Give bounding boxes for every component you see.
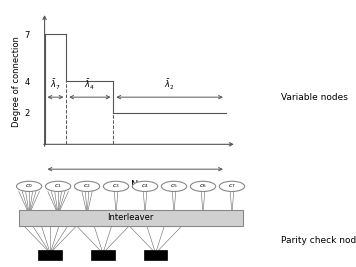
Text: $\bar{\lambda}_4$: $\bar{\lambda}_4$: [84, 77, 95, 92]
Text: N: N: [131, 180, 139, 190]
Bar: [19, 210, 242, 226]
Circle shape: [46, 181, 71, 191]
Text: $c_{3}$: $c_{3}$: [112, 182, 120, 190]
Text: $c_{1}$: $c_{1}$: [54, 182, 62, 190]
Circle shape: [219, 181, 245, 191]
Bar: [144, 250, 167, 260]
Text: $c_{5}$: $c_{5}$: [170, 182, 178, 190]
Y-axis label: Degree of connection: Degree of connection: [12, 36, 21, 127]
Circle shape: [16, 181, 42, 191]
Circle shape: [132, 181, 158, 191]
Text: $\bar{\lambda}_2$: $\bar{\lambda}_2$: [164, 77, 175, 92]
Circle shape: [190, 181, 216, 191]
Circle shape: [74, 181, 100, 191]
Text: Variable nodes: Variable nodes: [281, 93, 348, 102]
Text: $c_{0}$: $c_{0}$: [25, 182, 33, 190]
Text: $c_{6}$: $c_{6}$: [199, 182, 207, 190]
Text: $c_{2}$: $c_{2}$: [83, 182, 91, 190]
Text: $c_{7}$: $c_{7}$: [228, 182, 236, 190]
Bar: [91, 250, 115, 260]
Text: Interleaver: Interleaver: [108, 213, 154, 222]
Text: Parity check nodes: Parity check nodes: [281, 236, 356, 245]
Text: $c_{4}$: $c_{4}$: [141, 182, 149, 190]
Circle shape: [161, 181, 187, 191]
Text: $\bar{\lambda}_7$: $\bar{\lambda}_7$: [50, 77, 61, 92]
Bar: [38, 250, 62, 260]
Circle shape: [103, 181, 129, 191]
